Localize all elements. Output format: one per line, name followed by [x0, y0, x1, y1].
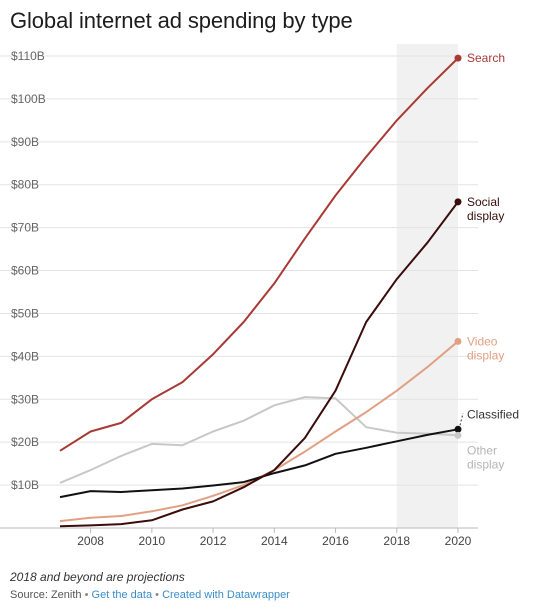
series-line-search: [59, 57, 459, 452]
series-end-point: [454, 425, 462, 433]
source-text: Source: Zenith: [10, 589, 82, 601]
series-label: Video display: [467, 334, 504, 362]
series-label: Other display: [467, 443, 504, 471]
datawrapper-link[interactable]: Created with Datawrapper: [162, 589, 290, 601]
y-tick-label: $30B: [11, 392, 39, 406]
y-tick-label: $100B: [11, 92, 46, 106]
series-line-social-display: [59, 201, 459, 528]
x-tick-label: 2012: [200, 534, 227, 548]
classified-leader: [459, 413, 464, 426]
chart-footer: Source: Zenith • Get the data • Created …: [10, 589, 290, 601]
series-end-point: [454, 198, 462, 206]
get-data-link[interactable]: Get the data: [91, 589, 153, 601]
y-tick-label: $50B: [11, 306, 39, 320]
x-tick-label: 2020: [445, 534, 472, 548]
series-label: Classified: [467, 407, 519, 421]
y-tick-label: $10B: [11, 478, 39, 492]
series-end-point: [454, 431, 462, 439]
x-tick-label: 2018: [383, 534, 410, 548]
y-tick-label: $20B: [11, 435, 39, 449]
x-tick-label: 2014: [261, 534, 288, 548]
x-tick-label: 2008: [77, 534, 104, 548]
series-end-point: [454, 54, 462, 62]
y-tick-label: $110B: [11, 49, 45, 63]
projection-note: 2018 and beyond are projections: [10, 570, 185, 584]
footer-separator: •: [155, 589, 159, 601]
y-tick-label: $70B: [11, 221, 39, 235]
y-tick-label: $90B: [11, 135, 39, 149]
series-label: Search: [467, 51, 505, 65]
x-tick-label: 2016: [322, 534, 349, 548]
chart-title: Global internet ad spending by type: [10, 8, 353, 33]
series-label: Social display: [467, 195, 504, 223]
y-tick-label: $60B: [11, 264, 39, 278]
x-tick-label: 2010: [138, 534, 165, 548]
series-end-point: [454, 337, 462, 345]
projection-band: [396, 44, 458, 528]
line-chart: $10B $20B $30B $40B $50B $60B $70B $80B $90B $100…: [0, 44, 519, 548]
footer-separator: •: [84, 589, 89, 601]
y-tick-label: $40B: [11, 349, 39, 363]
series-line-other-display: [59, 396, 459, 484]
y-tick-label: $80B: [11, 178, 39, 192]
